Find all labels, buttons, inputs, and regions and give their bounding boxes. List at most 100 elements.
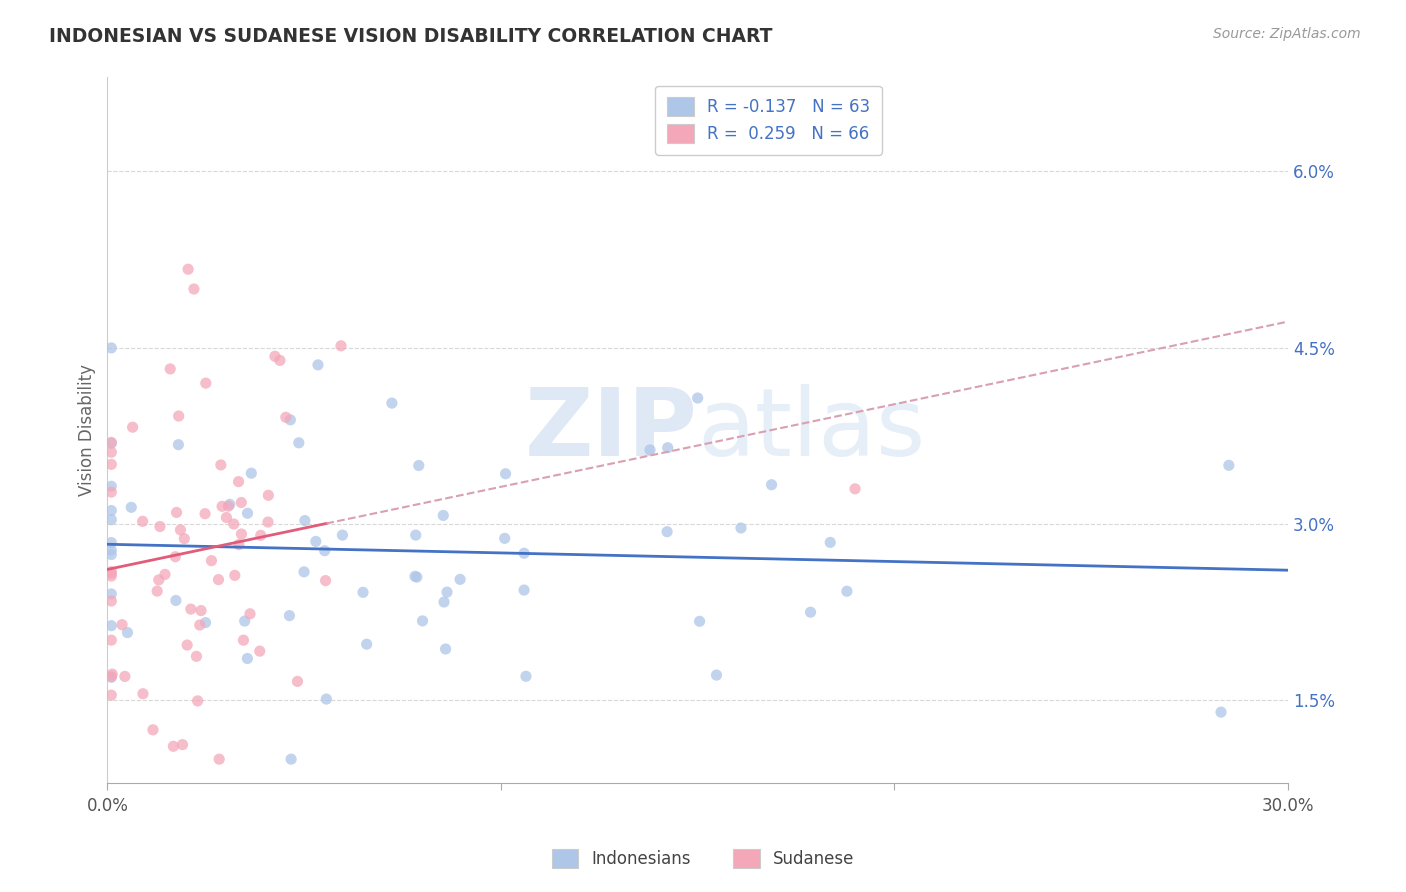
Point: [405, 528, 427, 542]
Point: [1209, 705, 1232, 719]
Point: [280, 752, 302, 766]
Point: [655, 524, 678, 539]
Point: [689, 615, 711, 629]
Point: [111, 617, 134, 632]
Point: [494, 532, 516, 546]
Point: [412, 614, 434, 628]
Point: [100, 594, 122, 608]
Point: [288, 435, 311, 450]
Point: [356, 637, 378, 651]
Point: [657, 441, 679, 455]
Point: [352, 585, 374, 599]
Point: [149, 519, 172, 533]
Point: [405, 570, 427, 584]
Point: [292, 565, 315, 579]
Point: [730, 521, 752, 535]
Point: [100, 566, 122, 581]
Point: [208, 752, 231, 766]
Point: [436, 585, 458, 599]
Point: [433, 595, 456, 609]
Point: [100, 479, 122, 493]
Point: [449, 572, 471, 586]
Point: [167, 437, 190, 451]
Point: [167, 409, 190, 423]
Point: [224, 568, 246, 582]
Point: [404, 569, 426, 583]
Point: [1218, 458, 1240, 473]
Point: [231, 527, 253, 541]
Point: [194, 507, 217, 521]
Point: [408, 458, 430, 473]
Point: [169, 523, 191, 537]
Point: [513, 583, 536, 598]
Point: [330, 339, 353, 353]
Point: [232, 633, 254, 648]
Point: [249, 528, 271, 542]
Point: [269, 353, 291, 368]
Y-axis label: Vision Disability: Vision Disability: [79, 364, 96, 496]
Point: [194, 615, 217, 630]
Point: [236, 506, 259, 520]
Point: [434, 642, 457, 657]
Point: [100, 436, 122, 450]
Point: [278, 608, 301, 623]
Point: [100, 669, 122, 683]
Point: [100, 543, 122, 558]
Point: [153, 567, 176, 582]
Point: [131, 514, 153, 528]
Point: [315, 692, 337, 706]
Point: [818, 535, 841, 549]
Point: [432, 508, 454, 523]
Point: [172, 738, 194, 752]
Point: [513, 546, 536, 560]
Point: [120, 500, 142, 515]
Point: [165, 593, 187, 607]
Point: [222, 516, 245, 531]
Point: [121, 420, 143, 434]
Point: [240, 466, 263, 480]
Text: Source: ZipAtlas.com: Source: ZipAtlas.com: [1213, 27, 1361, 41]
Point: [239, 607, 262, 621]
Point: [228, 475, 250, 489]
Point: [231, 495, 253, 509]
Point: [100, 513, 122, 527]
Point: [159, 362, 181, 376]
Point: [799, 605, 821, 619]
Point: [142, 723, 165, 737]
Point: [686, 391, 709, 405]
Point: [187, 694, 209, 708]
Point: [162, 739, 184, 754]
Point: [146, 584, 169, 599]
Point: [844, 482, 866, 496]
Point: [515, 669, 537, 683]
Point: [211, 500, 233, 514]
Point: [280, 413, 302, 427]
Point: [305, 534, 328, 549]
Point: [101, 667, 124, 681]
Point: [381, 396, 404, 410]
Point: [315, 574, 337, 588]
Point: [194, 376, 217, 390]
Point: [114, 669, 136, 683]
Point: [274, 410, 297, 425]
Point: [117, 625, 139, 640]
Legend: Indonesians, Sudanese: Indonesians, Sudanese: [546, 843, 860, 875]
Point: [132, 687, 155, 701]
Point: [200, 554, 222, 568]
Point: [100, 618, 122, 632]
Point: [207, 573, 229, 587]
Point: [148, 573, 170, 587]
Point: [100, 458, 122, 472]
Point: [183, 282, 205, 296]
Point: [257, 515, 280, 529]
Point: [249, 644, 271, 658]
Point: [190, 604, 212, 618]
Point: [176, 638, 198, 652]
Point: [177, 262, 200, 277]
Text: ZIP: ZIP: [524, 384, 697, 476]
Point: [215, 510, 238, 524]
Point: [209, 458, 232, 472]
Point: [294, 514, 316, 528]
Point: [264, 349, 287, 363]
Point: [332, 528, 354, 542]
